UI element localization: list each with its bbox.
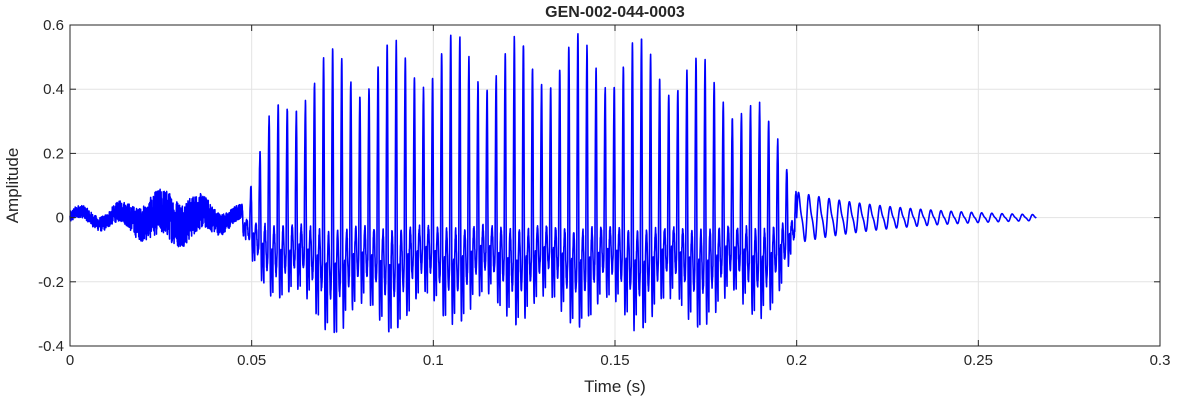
x-tick-label: 0.3	[1150, 352, 1171, 369]
chart-title: GEN-002-044-0003	[545, 4, 685, 21]
y-tick-label: 0.4	[43, 81, 64, 98]
waveform-line	[69, 33, 1037, 334]
series-layer	[69, 33, 1037, 334]
y-tick-label: -0.4	[38, 338, 64, 355]
x-tick-label: 0.05	[237, 352, 266, 369]
x-tick-label: 0.25	[964, 352, 993, 369]
y-axis-label: Amplitude	[3, 148, 22, 224]
x-tick-label: 0	[66, 352, 74, 369]
ticks: 0 0.05 0.1 0.15 0.2 0.25 0.3 -0.4 -0.2 0 0.2 0.4 0.6	[38, 17, 1170, 369]
y-tick-label: 0.2	[43, 145, 64, 162]
y-tick-label: -0.2	[38, 274, 64, 291]
y-tick-label: 0.6	[43, 17, 64, 34]
y-tick-label: 0	[56, 210, 64, 227]
x-tick-label: 0.15	[600, 352, 629, 369]
x-axis-label: Time (s)	[584, 377, 646, 396]
x-tick-label: 0.1	[423, 352, 444, 369]
x-tick-label: 0.2	[786, 352, 807, 369]
